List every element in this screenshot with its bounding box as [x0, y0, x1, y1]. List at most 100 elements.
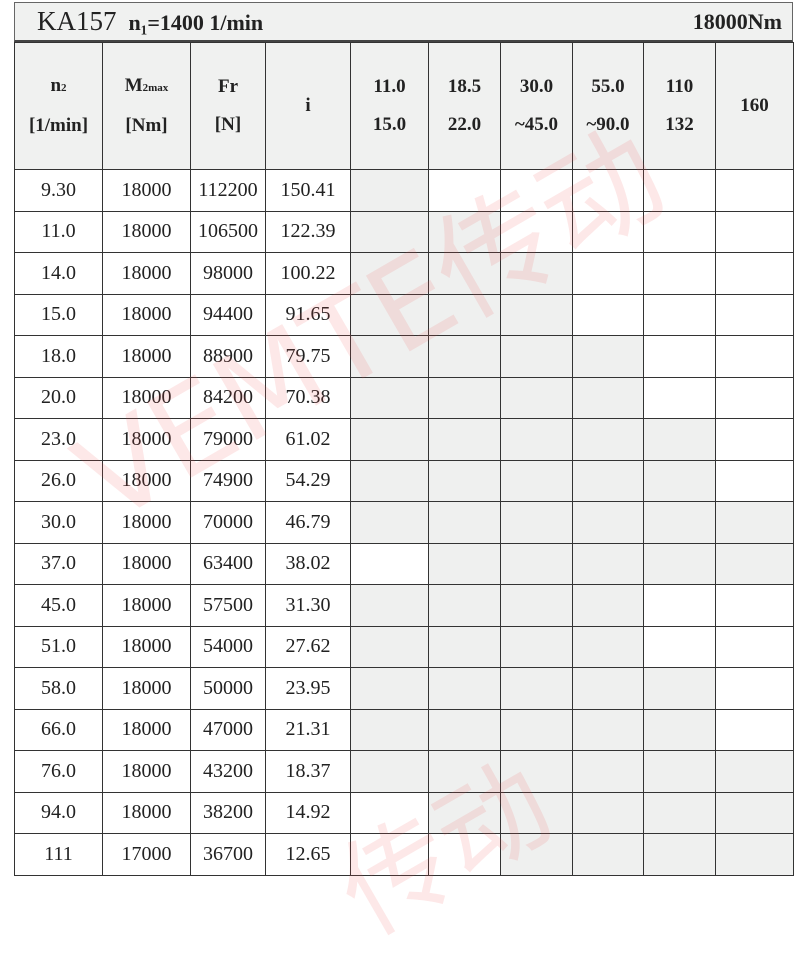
motor-available-cell	[428, 791, 501, 834]
motor-available-cell	[350, 252, 429, 295]
motor-available-cell	[428, 335, 501, 378]
cell-n2: 11.0	[14, 210, 103, 253]
motor-available-cell	[500, 791, 573, 834]
cell-fr: 84200	[190, 376, 266, 419]
motor-empty-cell	[643, 335, 716, 378]
motor-empty-cell	[715, 459, 794, 502]
cell-n2: 94.0	[14, 791, 103, 834]
motor-available-cell	[643, 418, 716, 461]
cell-n2: 30.0	[14, 501, 103, 544]
motor-power-2: ~45.0	[514, 114, 559, 135]
cell-n2: 37.0	[14, 542, 103, 585]
table-row: 66.0 18000 47000 21.31	[14, 708, 794, 751]
motor-available-cell	[428, 584, 501, 627]
motor-available-cell	[572, 625, 644, 668]
motor-empty-cell	[572, 169, 644, 212]
table-row: 18.0 18000 88900 79.75	[14, 335, 794, 378]
motor-empty-cell	[643, 210, 716, 253]
motor-empty-cell	[715, 376, 794, 419]
motor-available-cell	[500, 252, 573, 295]
cell-m2: 17000	[102, 833, 191, 876]
motor-empty-cell	[643, 376, 716, 419]
motor-available-cell	[572, 418, 644, 461]
title-bar: KA157 n₁=1400 1/min 18000Nm	[14, 2, 793, 42]
motor-available-cell	[350, 584, 429, 627]
motor-available-cell	[428, 459, 501, 502]
motor-available-cell	[572, 335, 644, 378]
motor-available-cell	[500, 501, 573, 544]
motor-available-cell	[350, 667, 429, 710]
motor-available-cell	[572, 667, 644, 710]
motor-empty-cell	[715, 625, 794, 668]
cell-fr: 70000	[190, 501, 266, 544]
motor-available-cell	[572, 750, 644, 793]
motor-available-cell	[428, 210, 501, 253]
cell-n2: 18.0	[14, 335, 103, 378]
table-row: 30.0 18000 70000 46.79	[14, 501, 794, 544]
cell-m2: 18000	[102, 501, 191, 544]
cell-fr: 36700	[190, 833, 266, 876]
cell-fr: 50000	[190, 667, 266, 710]
motor-available-cell	[715, 750, 794, 793]
table-row: 15.0 18000 94400 91.65	[14, 293, 794, 336]
motor-available-cell	[572, 584, 644, 627]
n2-unit: [1/min]	[28, 115, 89, 136]
cell-i: 54.29	[265, 459, 351, 502]
motor-available-cell	[500, 542, 573, 585]
motor-available-cell	[428, 625, 501, 668]
cell-n2: 26.0	[14, 459, 103, 502]
cell-i: 91.65	[265, 293, 351, 336]
motor-power-2: 15.0	[372, 114, 407, 135]
motor-available-cell	[572, 833, 644, 876]
motor-power-1: 55.0	[591, 76, 625, 97]
motor-power-1: 18.5	[447, 76, 482, 97]
motor-available-cell	[500, 625, 573, 668]
motor-power-2: 132	[665, 114, 694, 135]
motor-available-cell	[715, 501, 794, 544]
cell-m2: 18000	[102, 542, 191, 585]
table-row: 11.0 18000 106500 122.39	[14, 210, 794, 253]
motor-empty-cell	[715, 667, 794, 710]
motor-power-1: 160	[740, 95, 769, 116]
motor-available-cell	[428, 293, 501, 336]
cell-n2: 111	[14, 833, 103, 876]
cell-m2: 18000	[102, 293, 191, 336]
rated-torque: 18000Nm	[692, 8, 782, 34]
cell-i: 70.38	[265, 376, 351, 419]
header-n2: n2 [1/min]	[14, 42, 103, 170]
cell-n2: 23.0	[14, 418, 103, 461]
motor-available-cell	[643, 667, 716, 710]
motor-available-cell	[643, 708, 716, 751]
motor-available-cell	[572, 501, 644, 544]
cell-i: 150.41	[265, 169, 351, 212]
motor-available-cell	[500, 667, 573, 710]
motor-empty-cell	[572, 210, 644, 253]
motor-available-cell	[500, 335, 573, 378]
cell-fr: 94400	[190, 293, 266, 336]
motor-power-2: 22.0	[447, 114, 482, 135]
motor-available-cell	[428, 708, 501, 751]
motor-available-cell	[500, 459, 573, 502]
motor-empty-cell	[572, 252, 644, 295]
table-row: 20.0 18000 84200 70.38	[14, 376, 794, 419]
motor-available-cell	[428, 252, 501, 295]
cell-m2: 18000	[102, 667, 191, 710]
motor-power-1: 110	[665, 76, 694, 97]
cell-m2: 18000	[102, 625, 191, 668]
table-row: 9.30 18000 112200 150.41	[14, 169, 794, 212]
motor-available-cell	[428, 376, 501, 419]
motor-empty-cell	[643, 169, 716, 212]
motor-available-cell	[572, 791, 644, 834]
motor-available-cell	[500, 293, 573, 336]
motor-empty-cell	[715, 293, 794, 336]
motor-available-cell	[350, 376, 429, 419]
motor-empty-cell	[350, 791, 429, 834]
header-motor-power: 11.0 15.0	[350, 42, 429, 170]
header-motor-power: 30.0 ~45.0	[500, 42, 573, 170]
motor-available-cell	[350, 708, 429, 751]
motor-available-cell	[350, 169, 429, 212]
motor-available-cell	[350, 625, 429, 668]
cell-i: 100.22	[265, 252, 351, 295]
motor-empty-cell	[715, 708, 794, 751]
fr-unit: [N]	[214, 114, 242, 135]
